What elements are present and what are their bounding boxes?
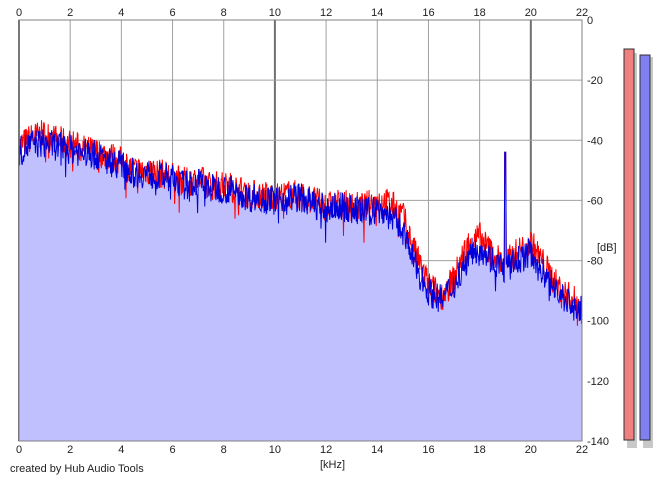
y-tick-label: -20 [587,75,603,87]
x-tick-label-top: 12 [320,7,332,19]
x-tick-label-top: 8 [221,7,227,19]
x-tick-label-top: 20 [525,7,537,19]
x-tick-label-top: 4 [118,7,124,19]
y-axis-label: [dB] [597,242,617,254]
spectrum-fill-area [19,129,582,441]
x-tick-label-bottom: 12 [320,444,332,456]
x-tick-label-top: 10 [269,7,281,19]
x-tick-label-bottom: 14 [371,444,383,456]
x-axis-label: [kHz] [320,459,345,471]
level-meter-right [639,54,651,441]
x-tick-label-top: 6 [169,7,175,19]
level-meters [623,48,653,448]
x-tick-label-bottom: 18 [474,444,486,456]
x-tick-label-top: 2 [67,7,73,19]
x-tick-label-bottom: 4 [118,444,124,456]
series-line-blue [18,129,583,322]
x-tick-label-bottom: 22 [576,444,588,456]
series-group [18,120,583,326]
x-tick-label-bottom: 2 [67,444,73,456]
y-tick-label: -60 [587,195,603,207]
x-ticks-top: 0 2 4 6 8 10 12 14 16 18 20 22 [16,7,588,19]
x-ticks-bottom: 0 2 4 6 8 10 12 14 16 18 20 22 [16,444,588,456]
x-tick-label-top: 18 [474,7,486,19]
y-tick-label: -100 [587,316,609,328]
y-tick-label: 0 [587,15,593,27]
x-tick-label-top: 22 [576,7,588,19]
x-tick-label-bottom: 6 [169,444,175,456]
x-tick-label-bottom: 20 [525,444,537,456]
x-tick-label-bottom: 16 [422,444,434,456]
y-ticks-right: 0 -20 -40 -60 -80 -100 -120 -140 [587,15,609,448]
x-tick-label-top: 14 [371,7,383,19]
y-tick-label: -120 [587,376,609,388]
y-tick-label: -80 [587,256,603,268]
x-tick-label-top: 0 [16,7,22,19]
x-tick-label-bottom: 10 [269,444,281,456]
y-tick-label: -40 [587,135,603,147]
y-tick-label: -140 [587,436,609,448]
plot-frame [18,19,583,442]
x-tick-label-bottom: 8 [221,444,227,456]
credit-text: created by Hub Audio Tools [10,463,144,475]
x-tick-label-top: 16 [422,7,434,19]
level-meter-left [623,48,635,441]
x-tick-label-bottom: 0 [16,444,22,456]
